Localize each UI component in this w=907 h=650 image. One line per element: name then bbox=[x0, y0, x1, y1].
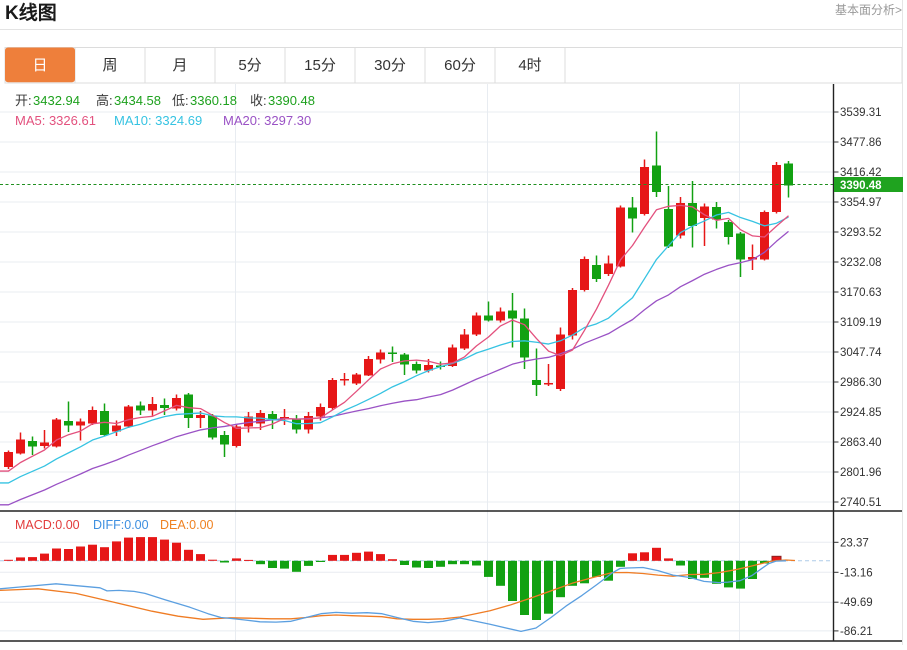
svg-text:3390.48: 3390.48 bbox=[840, 180, 882, 192]
svg-text:5分: 5分 bbox=[238, 57, 261, 74]
svg-text:2740.51: 2740.51 bbox=[840, 497, 882, 509]
svg-text:基本面分析>: 基本面分析> bbox=[835, 3, 902, 17]
svg-text:3539.31: 3539.31 bbox=[840, 107, 882, 119]
svg-text:3232.08: 3232.08 bbox=[840, 257, 882, 269]
svg-text:3416.42: 3416.42 bbox=[840, 167, 882, 179]
svg-text:3170.63: 3170.63 bbox=[840, 287, 882, 299]
svg-text:3477.86: 3477.86 bbox=[840, 137, 882, 149]
svg-text:3047.74: 3047.74 bbox=[840, 347, 882, 359]
svg-text:4时: 4时 bbox=[518, 57, 541, 74]
svg-text:2986.30: 2986.30 bbox=[840, 377, 882, 389]
svg-text:60分: 60分 bbox=[444, 57, 476, 74]
svg-text:23.37: 23.37 bbox=[840, 537, 869, 549]
svg-text:-13.16: -13.16 bbox=[840, 567, 873, 579]
svg-text:2801.96: 2801.96 bbox=[840, 467, 882, 479]
svg-text:30分: 30分 bbox=[374, 57, 406, 74]
svg-text:2924.85: 2924.85 bbox=[840, 407, 882, 419]
svg-text:15分: 15分 bbox=[304, 57, 336, 74]
svg-text:3354.97: 3354.97 bbox=[840, 197, 882, 209]
svg-text:月: 月 bbox=[172, 57, 187, 74]
svg-text:2863.40: 2863.40 bbox=[840, 437, 882, 449]
svg-text:日: 日 bbox=[32, 57, 47, 74]
svg-text:-49.69: -49.69 bbox=[840, 597, 873, 609]
svg-text:3293.52: 3293.52 bbox=[840, 227, 882, 239]
svg-text:开:3432.94高:3434.58低:3360.18收:3: 开:3432.94 高:3434.58 低:3360.18 收:3390.48 bbox=[15, 93, 315, 108]
svg-text:-86.21: -86.21 bbox=[840, 626, 873, 638]
svg-text:周: 周 bbox=[102, 57, 117, 74]
svg-text:3109.19: 3109.19 bbox=[840, 317, 882, 329]
svg-text:K线图: K线图 bbox=[5, 1, 57, 24]
